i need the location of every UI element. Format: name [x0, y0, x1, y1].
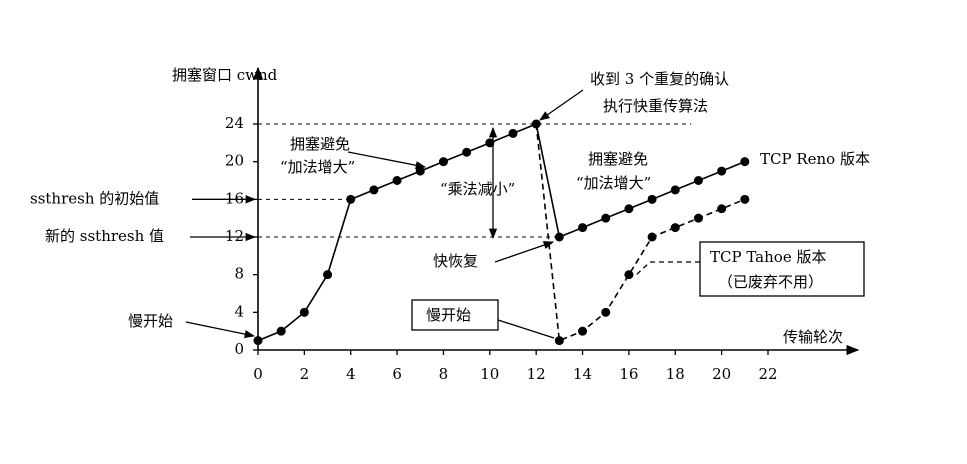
x-tick-label: 2	[300, 365, 310, 383]
data-point	[276, 326, 286, 336]
data-point	[323, 270, 333, 280]
data-point	[438, 157, 448, 167]
data-point	[647, 232, 657, 242]
annotation-arrow	[185, 321, 256, 339]
y-tick-label: 24	[225, 114, 244, 132]
annotation: 收到 3 个重复的确认	[590, 70, 729, 88]
x-tick-label: 0	[253, 365, 263, 383]
data-point	[740, 194, 750, 204]
y-tick-label: 16	[225, 189, 244, 207]
data-point	[670, 223, 680, 233]
annotation: 拥塞避免	[290, 135, 350, 153]
data-point	[508, 128, 518, 138]
x-tick-label: 22	[758, 365, 777, 383]
x-tick-label: 4	[346, 365, 356, 383]
annotation-line	[635, 261, 700, 276]
x-tick-label: 8	[439, 365, 449, 383]
annotation-arrow	[347, 151, 427, 170]
data-point	[485, 138, 495, 148]
y-tick-label: 0	[234, 340, 244, 358]
y-tick-label: 12	[225, 227, 244, 245]
annotation: “乘法减小”	[440, 180, 515, 198]
y-tick-label: 8	[234, 265, 244, 283]
annotation: “加法增大”	[576, 174, 651, 192]
series-line	[535, 123, 746, 342]
data-point	[647, 194, 657, 204]
data-point	[253, 336, 263, 346]
annotation: 快恢复	[433, 252, 478, 270]
annotation: （已废弃不用）	[718, 273, 823, 291]
annotation-box	[699, 241, 865, 297]
series-label: TCP Tahoe 版本	[710, 248, 826, 266]
annotation-box	[411, 299, 499, 331]
data-point	[578, 326, 588, 336]
data-point	[693, 213, 703, 223]
reference-label: ssthresh 的初始值	[30, 189, 159, 207]
data-point	[601, 307, 611, 317]
reference-label: 新的 ssthresh 值	[45, 227, 164, 245]
data-point	[601, 213, 611, 223]
annotation-arrow	[539, 89, 584, 121]
annotation: “加法增大”	[280, 158, 355, 176]
data-point	[346, 194, 356, 204]
data-point	[624, 270, 634, 280]
x-tick-label: 12	[527, 365, 546, 383]
annotation: 执行快重传算法	[603, 97, 708, 115]
x-tick-label: 18	[666, 365, 685, 383]
annotation: 慢开始	[128, 312, 173, 330]
data-point	[670, 185, 680, 195]
series-line	[257, 122, 746, 342]
data-point	[554, 336, 564, 346]
data-point	[578, 223, 588, 233]
data-point	[717, 204, 727, 214]
data-point	[462, 147, 472, 157]
x-tick-label: 10	[480, 365, 499, 383]
data-point	[717, 166, 727, 176]
data-point	[554, 232, 564, 242]
data-point	[392, 176, 402, 185]
x-tick-label: 6	[392, 365, 402, 383]
y-tick-label: 20	[225, 152, 244, 170]
y-tick-label: 4	[234, 302, 244, 320]
annotation-line	[497, 319, 555, 339]
series-label: TCP Reno 版本	[760, 150, 870, 168]
annotation-arrow	[494, 241, 554, 263]
data-point	[415, 166, 425, 176]
x-tick-label: 16	[619, 365, 638, 383]
data-point	[693, 176, 703, 185]
x-tick-label: 14	[573, 365, 592, 383]
x-tick-label: 20	[712, 365, 731, 383]
data-point	[624, 204, 634, 214]
annotation: 慢开始	[426, 306, 471, 324]
y-axis-label: 拥塞窗口 cwnd	[172, 66, 278, 84]
x-axis-label: 传输轮次	[783, 328, 843, 346]
data-point	[299, 307, 309, 317]
data-point	[740, 157, 750, 167]
annotation: 拥塞避免	[588, 150, 648, 168]
data-point	[369, 185, 379, 195]
